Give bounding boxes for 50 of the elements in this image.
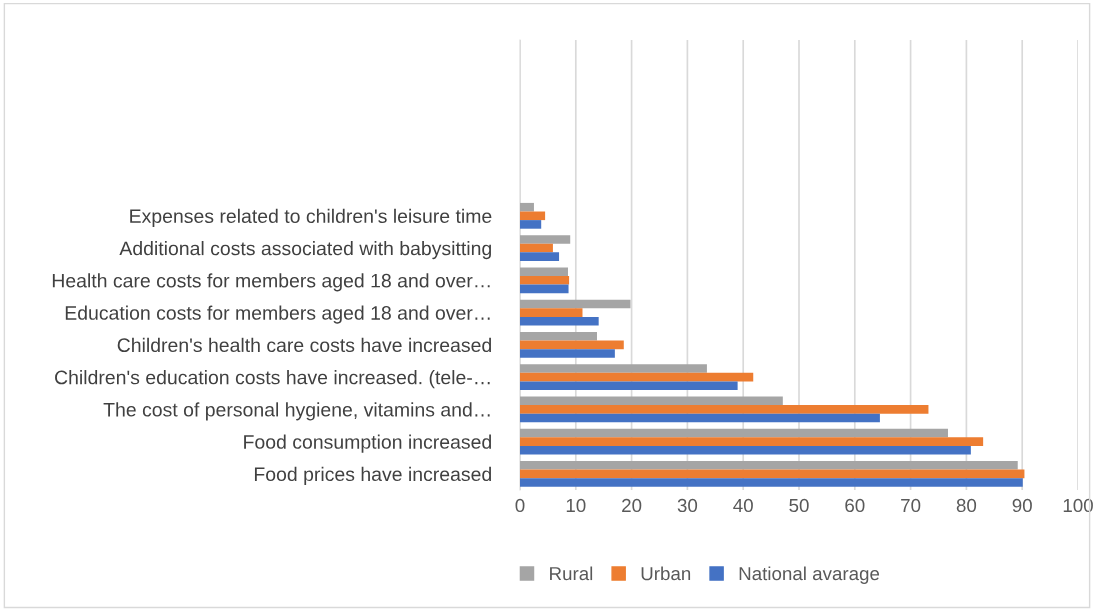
bar bbox=[520, 460, 1018, 470]
y-tick-label: Food prices have increased bbox=[254, 466, 491, 485]
y-tick-label: The cost of personal hygiene, vitamins and… bbox=[103, 402, 490, 421]
bar bbox=[520, 316, 599, 326]
x-tick-label: 30 bbox=[677, 498, 698, 513]
bar bbox=[520, 308, 583, 317]
bar bbox=[520, 243, 553, 253]
bar bbox=[520, 267, 568, 277]
y-tick-label: Additional costs associated with babysitting bbox=[119, 241, 491, 260]
x-tick-label: 70 bbox=[901, 498, 921, 513]
bar bbox=[520, 413, 880, 423]
legend-label: Urban bbox=[641, 566, 691, 581]
bar bbox=[520, 235, 571, 244]
bar bbox=[520, 299, 631, 309]
y-tick-label: Expenses related to children's leisure time bbox=[130, 208, 492, 227]
bar bbox=[520, 478, 1023, 487]
x-tick-label: 100 bbox=[1063, 498, 1093, 513]
x-tick-label: 0 bbox=[515, 498, 525, 513]
bar bbox=[520, 405, 929, 414]
y-tick-label: Children's health care costs have increased bbox=[117, 337, 491, 353]
bar bbox=[520, 396, 783, 406]
bar bbox=[520, 469, 1025, 479]
y-tick-label: Health care costs for members aged 18 and over… bbox=[52, 273, 490, 292]
x-tick-label: 90 bbox=[1012, 498, 1032, 513]
legend-label: National avarage bbox=[739, 566, 880, 584]
y-tick-label: Children's education costs have increased. (tele-… bbox=[55, 370, 490, 389]
y-tick-label: Education costs for members aged 18 and over… bbox=[65, 305, 490, 324]
bar bbox=[520, 428, 948, 438]
bar bbox=[520, 284, 569, 294]
x-tick-label: 60 bbox=[845, 498, 865, 513]
x-tick-label: 10 bbox=[566, 498, 586, 513]
bar bbox=[520, 381, 738, 390]
bar bbox=[520, 372, 754, 382]
bar bbox=[520, 340, 624, 350]
legend-label: Rural bbox=[550, 566, 593, 581]
bar bbox=[520, 331, 597, 341]
bar bbox=[520, 349, 615, 358]
bar bbox=[520, 445, 971, 455]
x-tick-label: 80 bbox=[956, 498, 977, 513]
bar bbox=[520, 364, 707, 373]
x-tick-label: 50 bbox=[789, 498, 809, 513]
bar bbox=[520, 276, 570, 285]
bar bbox=[520, 202, 534, 212]
bar bbox=[520, 220, 542, 229]
y-tick-label: Food consumption increased bbox=[244, 434, 491, 453]
bar bbox=[520, 252, 560, 261]
x-tick-label: 40 bbox=[733, 498, 753, 513]
x-tick-label: 20 bbox=[622, 498, 642, 513]
bar bbox=[520, 211, 546, 221]
bar bbox=[520, 437, 984, 446]
